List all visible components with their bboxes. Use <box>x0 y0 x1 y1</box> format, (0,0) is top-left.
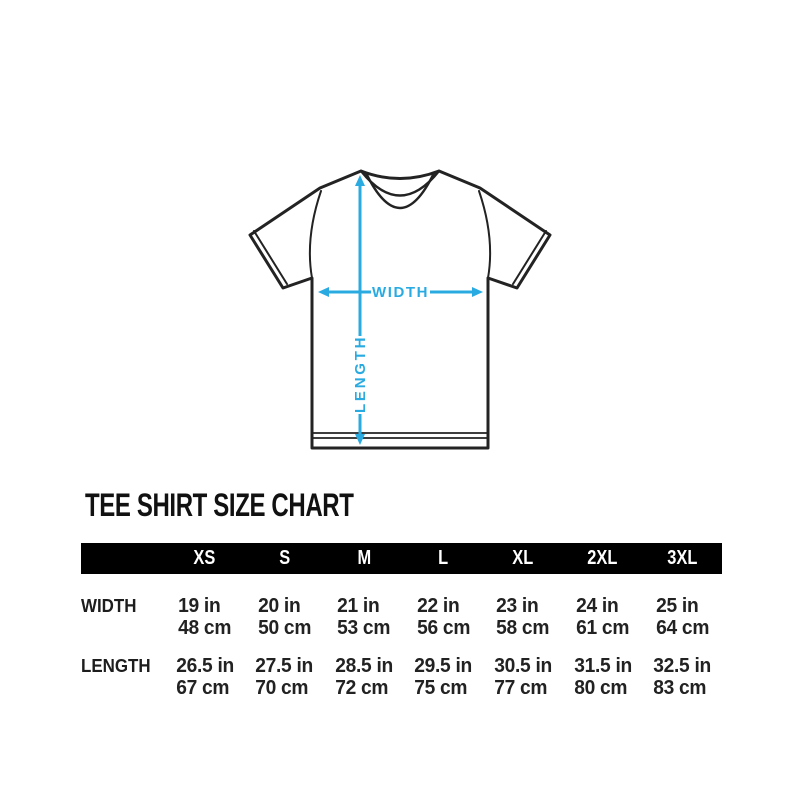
left-armhole-seam <box>308 190 322 279</box>
length-cell-2xl: 31.5 in 80 cm <box>573 655 632 699</box>
measurement-arrows: WIDTH LENGTH <box>318 175 483 445</box>
right-armhole-seam <box>478 190 492 279</box>
tshirt-measurement-diagram: WIDTH LENGTH <box>248 169 552 450</box>
header-size-2xl: 2XL <box>587 547 618 569</box>
length-cell-l: 29.5 in 75 cm <box>414 655 473 699</box>
page-title: TEE SHIRT SIZE CHART <box>85 487 354 523</box>
width-row: WIDTH 19 in 48 cm 20 in 50 cm 21 in 53 cm 2… <box>81 595 722 639</box>
length-cell-xs: 26.5 in 67 cm <box>175 655 234 699</box>
length-row: LENGTH 26.5 in 67 cm 27.5 in 70 cm 28.5 in… <box>81 655 722 699</box>
length-arrow-label: LENGTH <box>352 337 369 413</box>
width-cell-m: 21 in 53 cm <box>337 595 391 639</box>
width-cell-2xl: 24 in 61 cm <box>576 595 630 639</box>
header-size-3xl: 3XL <box>667 547 698 569</box>
length-cell-s: 27.5 in 70 cm <box>255 655 314 699</box>
width-cell-s: 20 in 50 cm <box>257 595 311 639</box>
width-arrow-label: WIDTH <box>372 284 428 301</box>
length-arrowhead-top <box>355 175 365 186</box>
collar-inner-curve <box>364 171 436 210</box>
width-arrowhead-left <box>318 287 329 297</box>
tshirt-outline <box>248 169 552 450</box>
size-chart-table: XS S M L XL 2XL 3XL WIDTH 19 in 48 cm 20 … <box>81 543 722 699</box>
length-cell-xl: 30.5 in 77 cm <box>494 655 552 699</box>
length-cell-m: 28.5 in 72 cm <box>335 655 393 699</box>
header-size-xl: XL <box>512 547 534 569</box>
header-size-l: L <box>438 547 449 569</box>
left-cuff-hem <box>253 230 288 285</box>
width-cell-3xl: 25 in 64 cm <box>655 595 709 639</box>
right-cuff-hem <box>512 230 547 285</box>
length-row-label: LENGTH <box>81 656 151 676</box>
width-row-label: WIDTH <box>81 596 137 616</box>
length-cell-3xl: 32.5 in 83 cm <box>653 655 712 699</box>
width-cell-xl: 23 in 58 cm <box>496 595 550 639</box>
header-size-xs: XS <box>193 547 216 569</box>
width-arrowhead-right <box>472 287 483 297</box>
header-size-s: S <box>278 547 290 569</box>
header-size-m: M <box>357 547 371 569</box>
tshirt-body <box>248 169 552 450</box>
width-cell-xs: 19 in 48 cm <box>178 595 232 639</box>
length-arrowhead-bottom <box>355 434 365 445</box>
width-cell-l: 22 in 56 cm <box>416 595 470 639</box>
size-chart-header-row: XS S M L XL 2XL 3XL <box>81 543 722 574</box>
